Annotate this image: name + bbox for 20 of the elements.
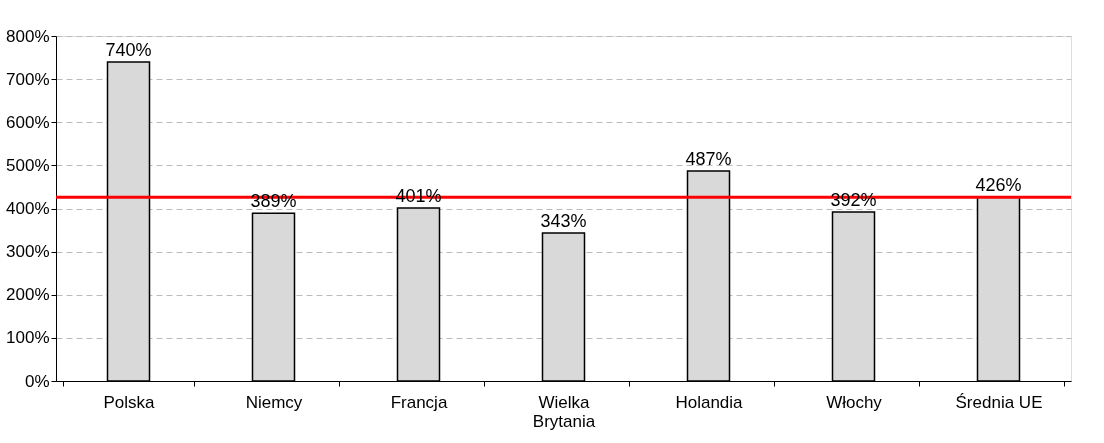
y-tick-label: 100% bbox=[6, 328, 50, 348]
x-tick-label: Średnia UE bbox=[955, 392, 1043, 412]
x-tick-label: Holandia bbox=[675, 392, 744, 412]
x-tick-label: Włochy bbox=[826, 392, 883, 412]
x-tick-label: Francja bbox=[390, 392, 448, 412]
data-label: 426% bbox=[975, 175, 1022, 196]
x-tick-label: Niemcy bbox=[245, 392, 303, 412]
y-tick-label: 200% bbox=[6, 285, 50, 305]
data-label: 343% bbox=[540, 211, 587, 232]
y-tick-label: 0% bbox=[24, 371, 50, 391]
y-tick-label: 600% bbox=[6, 112, 50, 132]
y-tick-label: 500% bbox=[6, 155, 50, 175]
y-tick-label: 300% bbox=[6, 242, 50, 262]
data-label: 487% bbox=[685, 148, 732, 169]
y-tick-label: 800% bbox=[6, 26, 50, 46]
y-tick-label: 400% bbox=[6, 199, 50, 218]
x-tick-label: Polska bbox=[103, 392, 156, 412]
x-tick-label: Wielka Brytania bbox=[532, 392, 596, 431]
y-tick-label: 700% bbox=[6, 69, 50, 89]
data-label: 740% bbox=[105, 39, 152, 60]
